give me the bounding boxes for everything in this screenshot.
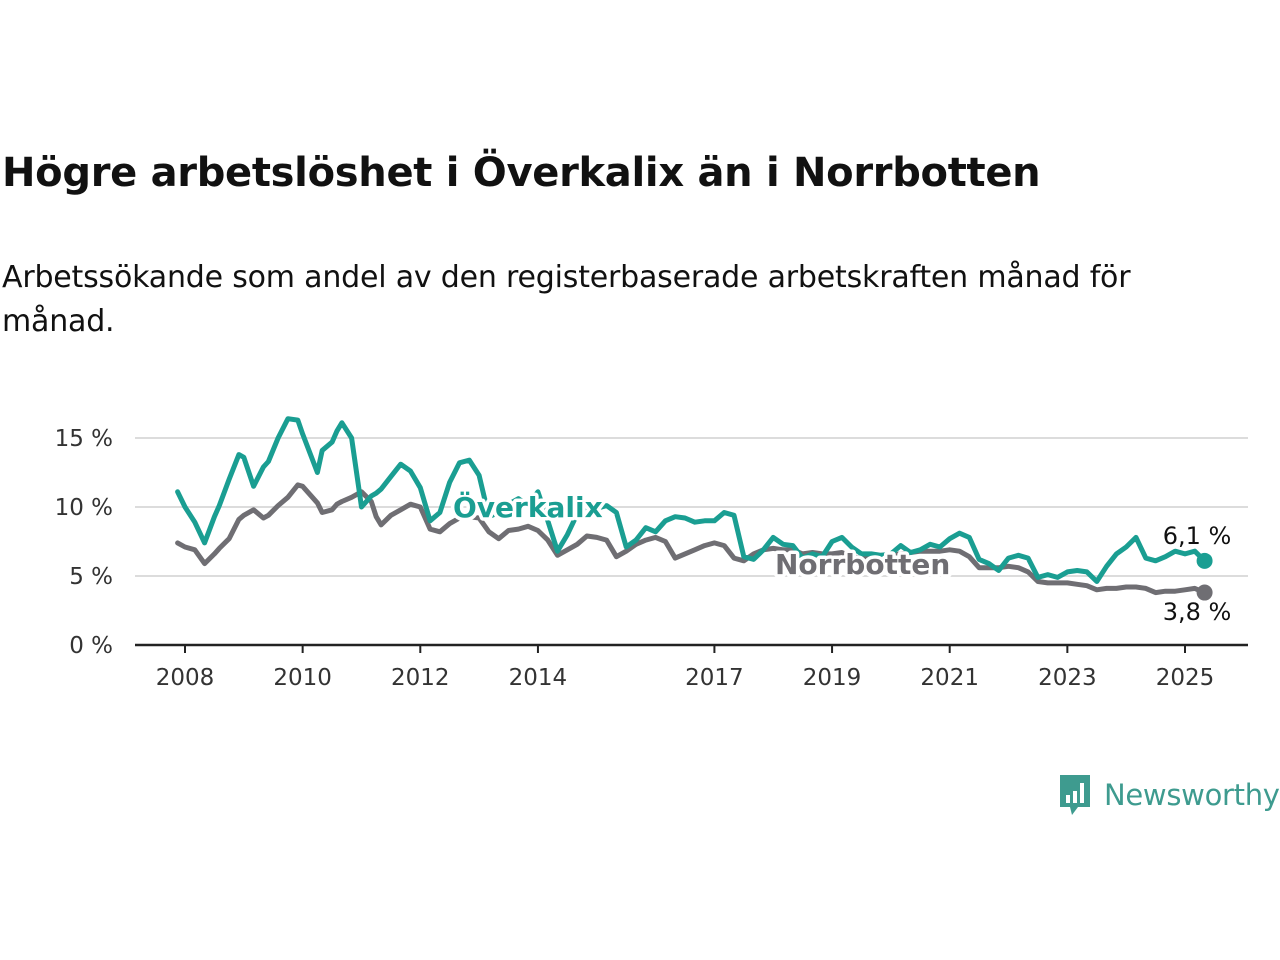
x-tick-label: 2014 [509,665,568,691]
series-line [175,416,1208,584]
x-tick-label: 2019 [803,665,862,691]
y-tick-label: 15 % [55,426,113,452]
x-tick-label: 2023 [1038,665,1097,691]
x-tick-label: 2017 [685,665,744,691]
x-tick-label: 2010 [273,665,332,691]
y-tick-label: 5 % [69,564,113,590]
series-line [175,482,1208,596]
bar-chart-speech-bubble-icon [1060,775,1090,815]
end-value-label-norrbotten: 3,8 % [1163,598,1232,626]
x-tick-label: 2008 [156,665,215,691]
x-tick-label: 2021 [920,665,979,691]
y-tick-label: 0 % [69,633,113,659]
brand-name: Newsworthy [1104,778,1280,812]
brand-logo: Newsworthy [1058,772,1280,818]
series-end-point [1196,584,1213,601]
end-value-label-overkalix: 6,1 % [1163,522,1232,550]
series-label-norrbotten: Norrbotten [775,548,950,581]
x-tick-label: 2012 [391,665,450,691]
series-label-overkalix: Överkalix [453,490,603,524]
series-end-point [1196,552,1213,569]
x-tick-label: 2025 [1156,665,1215,691]
y-tick-label: 10 % [55,495,113,521]
chart-title: Högre arbetslöshet i Överkalix än i Norr… [2,150,1041,196]
line-chart: 0 % 5 % 10 % 15 % 2008 2010 2012 2014 2017 2019 20… [55,416,1248,691]
chart-subtitle: Arbetssökande som andel av den registerb… [2,260,1131,339]
